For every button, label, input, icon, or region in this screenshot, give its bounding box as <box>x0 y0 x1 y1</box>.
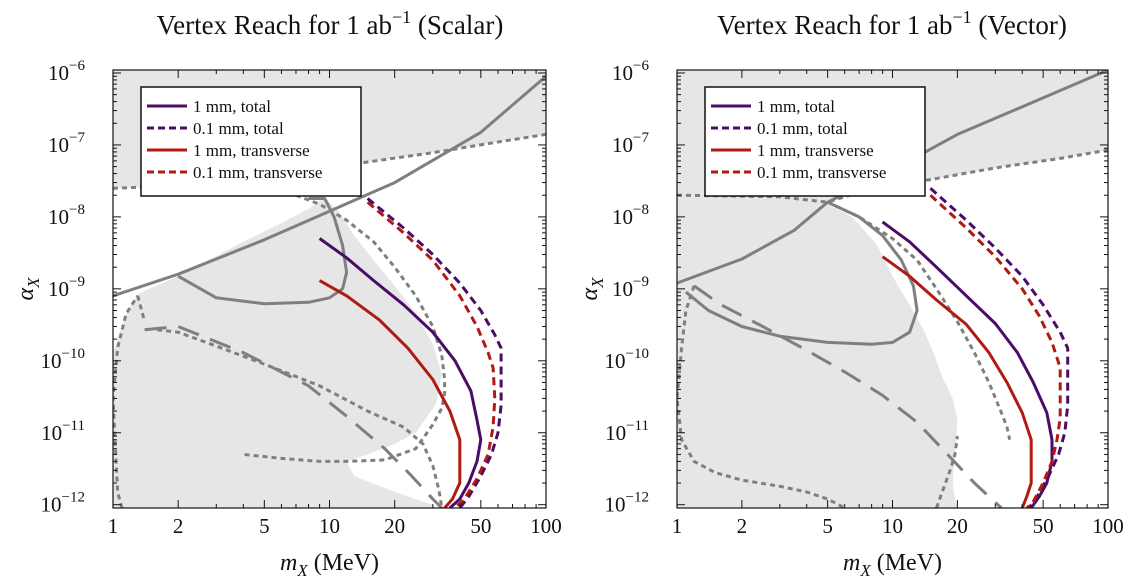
x-tick-label: 100 <box>530 514 562 538</box>
legend-label-1: 1 mm, total <box>757 97 835 116</box>
x-tick-label: 20 <box>947 514 968 538</box>
y-tick-label: 10−7 <box>612 130 649 157</box>
y-tick-label: 10−11 <box>605 418 649 445</box>
x-tick-label: 50 <box>470 514 491 538</box>
y-tick-label: 10−10 <box>41 346 85 373</box>
series-line-4 <box>366 201 497 508</box>
x-tick-label: 1 <box>108 514 119 538</box>
series-line-4 <box>929 194 1062 508</box>
bound-curve-longdash <box>693 284 1003 508</box>
x-tick-label: 5 <box>259 514 270 538</box>
y-tick-label: 10−12 <box>605 490 649 517</box>
x-axis-label: mX (MeV) <box>843 550 942 580</box>
x-tick-label: 1 <box>672 514 683 538</box>
excluded-region <box>113 197 442 508</box>
series-line-2 <box>929 187 1070 508</box>
legend-label-3: 1 mm, transverse <box>193 141 310 160</box>
series-line-1 <box>881 220 1054 508</box>
y-tick-label: 10−6 <box>612 58 649 85</box>
bound-curve-dotted <box>677 285 846 508</box>
bound-curve-longdash <box>144 325 443 508</box>
x-tick-label: 2 <box>173 514 184 538</box>
series-line-1 <box>318 237 483 508</box>
y-axis-label: αX <box>13 277 43 301</box>
y-tick-label: 10−12 <box>41 490 85 517</box>
legend-label-4: 0.1 mm, transverse <box>193 163 322 182</box>
bound-curve-dotted <box>113 294 139 508</box>
chart-panel-1: Vertex Reach for 1 ab−1 (Scalar) 1 2 5 10 20 5… <box>13 7 562 580</box>
y-tick-label: 10−10 <box>605 346 649 373</box>
legend-label-2: 0.1 mm, total <box>193 119 284 138</box>
series-line-2 <box>366 197 503 508</box>
y-tick-label: 10−8 <box>612 202 649 229</box>
legend: 1 mm, total 0.1 mm, total 1 mm, transverse… <box>704 86 926 197</box>
legend-label-3: 1 mm, transverse <box>757 141 874 160</box>
x-tick-label: 100 <box>1092 514 1124 538</box>
chart-title: Vertex Reach for 1 ab−1 (Scalar) <box>157 7 504 40</box>
chart-title: Vertex Reach for 1 ab−1 (Vector) <box>717 7 1067 40</box>
series-line-3 <box>881 255 1033 508</box>
x-axis-label: mX (MeV) <box>280 550 379 580</box>
x-tick-label: 10 <box>882 514 903 538</box>
x-tick-label: 10 <box>319 514 340 538</box>
y-tick-label: 10−6 <box>48 58 85 85</box>
x-tick-label: 5 <box>822 514 833 538</box>
legend-label-4: 0.1 mm, transverse <box>757 163 886 182</box>
legend: 1 mm, total 0.1 mm, total 1 mm, transverse… <box>140 86 362 197</box>
y-tick-label: 10−11 <box>41 418 85 445</box>
legend-label-1: 1 mm, total <box>193 97 271 116</box>
x-tick-label: 2 <box>737 514 748 538</box>
y-axis-label: αX <box>577 277 607 301</box>
y-tick-label: 10−7 <box>48 130 85 157</box>
bound-curve-dotted <box>826 200 1012 441</box>
bound-curve-dotted <box>243 193 447 463</box>
x-tick-label: 50 <box>1033 514 1054 538</box>
y-tick-label: 10−8 <box>48 202 85 229</box>
bound-curve-solid <box>684 200 919 346</box>
bound-curve-dotted <box>157 328 444 508</box>
bound-curve-dotted <box>935 435 959 508</box>
chart-panel-2: Vertex Reach for 1 ab−1 (Vector) 1 2 5 10 20 5… <box>577 7 1124 580</box>
bound-curve-dotted <box>136 295 147 322</box>
y-tick-label: 10−9 <box>48 274 85 301</box>
series-line-3 <box>318 279 462 508</box>
x-tick-label: 20 <box>384 514 405 538</box>
y-tick-label: 10−9 <box>612 274 649 301</box>
legend-label-2: 0.1 mm, total <box>757 119 848 138</box>
